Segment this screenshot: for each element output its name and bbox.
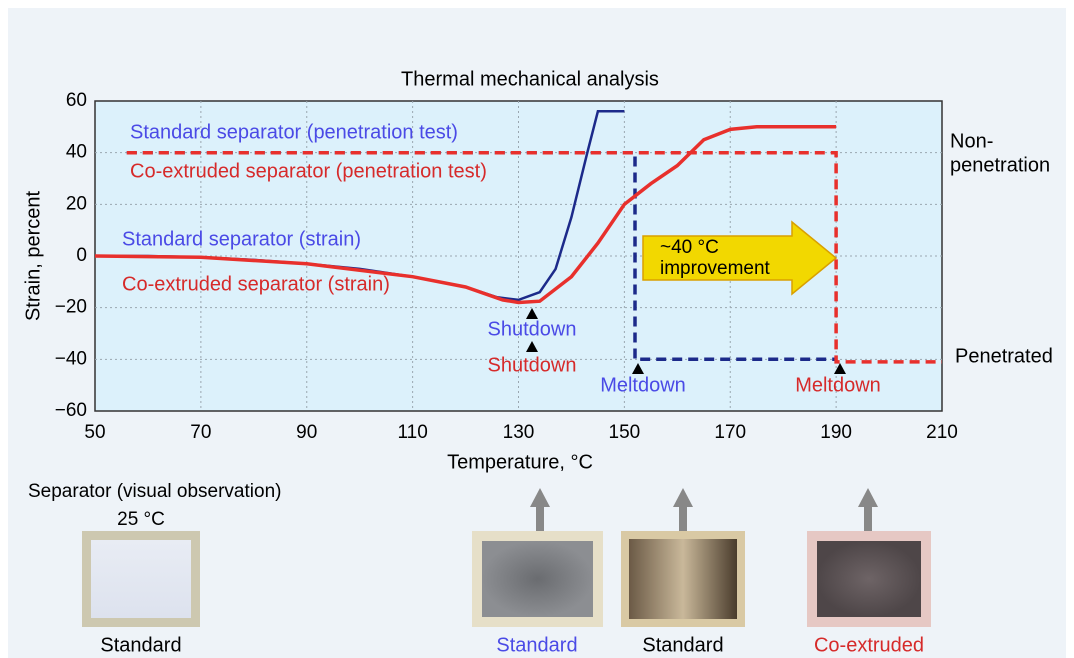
y-tick-label: −40	[55, 348, 87, 369]
x-tick-label: 190	[820, 422, 852, 443]
chart-title: Thermal mechanical analysis	[401, 68, 659, 90]
photo-inner	[817, 541, 921, 617]
photos-title: Separator (visual observation)	[28, 481, 281, 502]
y-tick-label: 40	[66, 142, 87, 163]
photo-label: Co-extruded	[814, 634, 924, 656]
x-tick-label: 110	[397, 422, 427, 443]
series-label: Standard separator (strain)	[122, 228, 361, 250]
annotation: Penetrated	[955, 345, 1053, 367]
improvement-text: improvement	[660, 258, 771, 279]
x-tick-label: 70	[190, 422, 211, 443]
y-tick-label: −60	[55, 400, 87, 421]
x-tick-label: 130	[503, 422, 535, 443]
improvement-arrow	[642, 220, 838, 296]
annotation: Non-	[950, 130, 993, 152]
x-tick-label: 90	[296, 422, 317, 443]
y-tick-label: 20	[66, 193, 87, 214]
y-axis-label: Strain, percent	[22, 191, 44, 322]
series-label: Co-extruded separator (penetration test)	[130, 160, 487, 182]
annotation: penetration	[950, 154, 1050, 176]
y-tick-label: 60	[66, 90, 87, 111]
marker-triangle	[834, 363, 846, 374]
x-tick-label: 170	[714, 422, 746, 443]
marker-triangle	[526, 308, 538, 319]
annotation: Shutdown	[488, 318, 577, 340]
photo-label: Standard	[642, 634, 723, 656]
improvement-text: ~40 °C	[660, 237, 719, 258]
photo-arrows	[530, 488, 878, 531]
x-axis-label: Temperature, °C	[447, 451, 593, 473]
x-tick-label: 50	[84, 422, 105, 443]
photo-temperature: 25 °C	[117, 509, 165, 530]
y-tick-label: 0	[76, 245, 87, 266]
annotation: Meltdown	[600, 374, 686, 396]
line	[94, 125, 837, 305]
marker-triangle	[526, 341, 538, 352]
photo-label: Standard	[100, 634, 181, 656]
x-tick-label: 150	[609, 422, 641, 443]
series-label: Standard separator (penetration test)	[130, 121, 458, 143]
x-tick-label: 210	[926, 422, 958, 443]
photo-inner	[482, 541, 593, 617]
y-tick-label: −20	[55, 297, 87, 318]
photo-label: Standard	[496, 634, 577, 656]
annotation: Meltdown	[795, 374, 881, 396]
photo-inner	[91, 540, 191, 618]
photo-inner	[629, 539, 737, 619]
marker-triangle	[632, 363, 644, 374]
dashed-line	[126, 150, 942, 364]
dashed-line	[126, 150, 837, 362]
annotation: Shutdown	[488, 354, 577, 376]
series-label: Co-extruded separator (strain)	[122, 273, 390, 295]
